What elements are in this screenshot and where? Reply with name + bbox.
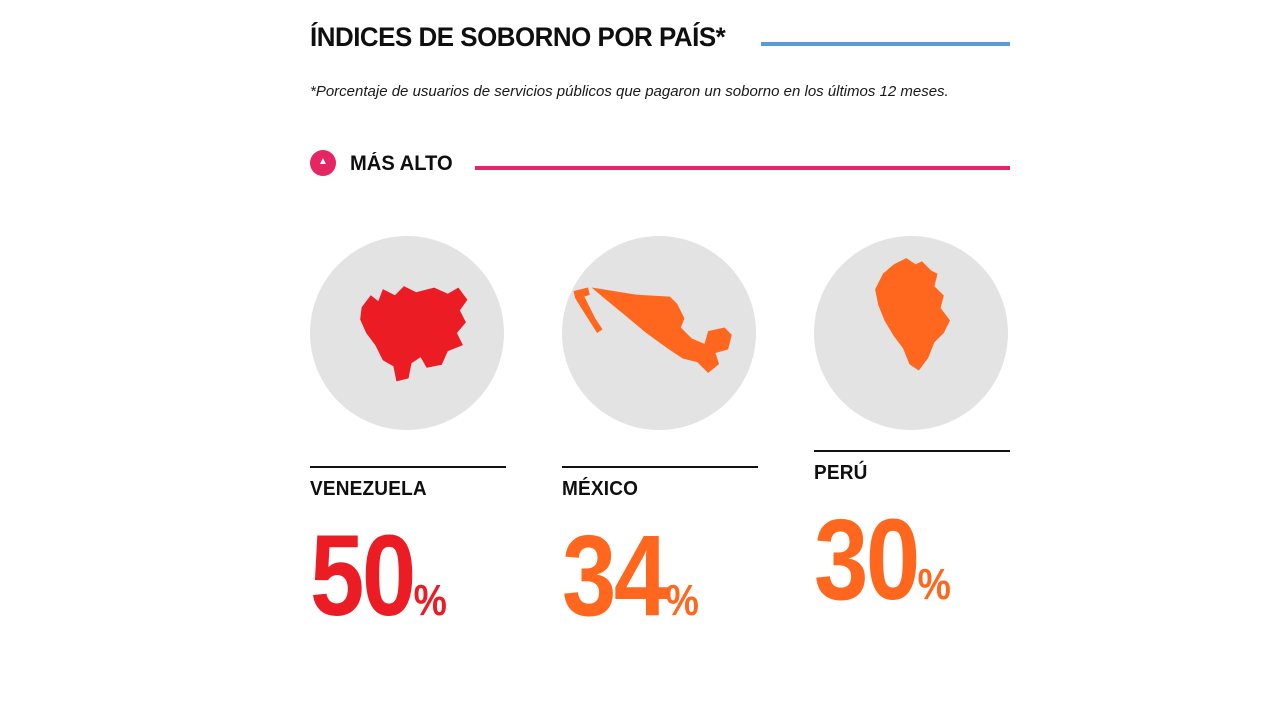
mexico-map-icon <box>573 287 732 374</box>
country-divider <box>562 466 758 468</box>
country-value: 30 <box>814 496 920 624</box>
country-name: PERÚ <box>814 462 868 484</box>
title-underline <box>760 42 1010 46</box>
country-value: 50 <box>310 512 416 640</box>
country-value-group: 50% <box>310 519 447 634</box>
country-card-peru: PERÚ 30% <box>814 236 1010 634</box>
country-card-mexico: MÉXICO 34% <box>562 236 758 634</box>
percent-sign: % <box>917 560 951 609</box>
up-arrow-glyph: ▲ <box>318 156 328 167</box>
country-name: MÉXICO <box>562 478 639 500</box>
footnote: *Porcentaje de usuarios de servicios púb… <box>310 83 949 100</box>
country-value-group: 34% <box>562 519 699 634</box>
country-card-venezuela: VENEZUELA 50% <box>310 236 506 634</box>
map-circle <box>814 236 1008 430</box>
page-title: ÍNDICES DE SOBORNO POR PAÍS* <box>310 22 726 52</box>
section-label: MÁS ALTO <box>350 152 453 175</box>
country-value-group: 30% <box>814 503 951 618</box>
section-underline <box>474 166 1010 170</box>
percent-sign: % <box>413 576 447 625</box>
country-divider <box>310 466 506 468</box>
section-header: ▲ MÁS ALTO <box>310 150 1010 176</box>
country-value: 34 <box>562 512 668 640</box>
country-name: VENEZUELA <box>310 478 427 500</box>
up-arrow-icon: ▲ <box>310 150 336 176</box>
map-circle <box>310 236 504 430</box>
country-divider <box>814 450 1010 452</box>
peru-map-icon <box>875 258 950 371</box>
country-cards: VENEZUELA 50% MÉXICO 34% <box>310 236 1010 634</box>
map-circle <box>562 236 756 430</box>
percent-sign: % <box>665 576 699 625</box>
venezuela-map-icon <box>360 286 468 382</box>
title-row: ÍNDICES DE SOBORNO POR PAÍS* <box>310 22 1010 53</box>
content-column: ÍNDICES DE SOBORNO POR PAÍS* *Porcentaje… <box>310 0 1010 634</box>
